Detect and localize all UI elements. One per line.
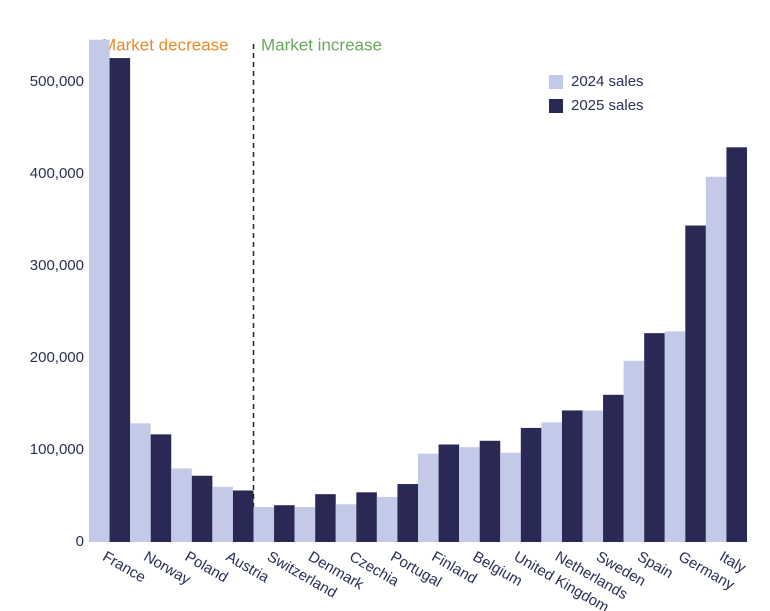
y-tick-label: 200,000 <box>30 349 84 366</box>
y-tick-label: 400,000 <box>30 165 84 182</box>
bar <box>89 39 110 543</box>
bar <box>109 58 131 543</box>
bar <box>130 423 151 542</box>
bar <box>418 453 439 542</box>
bar <box>232 490 254 542</box>
x-tick-label: France <box>100 548 149 586</box>
y-tick-label: 0 <box>76 533 84 550</box>
bar <box>582 410 604 542</box>
bar <box>397 484 418 542</box>
x-tick-label: Austria <box>223 548 272 586</box>
annotation-increase: Market increase <box>261 35 382 54</box>
bar <box>253 507 275 542</box>
y-tick-label: 500,000 <box>30 73 84 90</box>
legend-label: 2025 sales <box>571 97 644 114</box>
bar <box>685 225 706 542</box>
bar <box>212 486 233 542</box>
bar <box>376 496 398 542</box>
bar <box>500 452 521 542</box>
bar <box>150 434 172 542</box>
bar <box>520 427 542 542</box>
bar <box>705 176 727 542</box>
bar <box>171 468 192 542</box>
bar <box>541 422 562 542</box>
bar <box>294 507 316 542</box>
y-tick-label: 100,000 <box>30 441 84 458</box>
bar <box>561 410 583 542</box>
annotation-decrease: Market decrease <box>102 35 229 54</box>
bar <box>315 494 336 542</box>
bar <box>479 440 501 542</box>
bar <box>459 447 480 542</box>
bar <box>356 492 377 542</box>
legend-label: 2024 sales <box>571 73 644 90</box>
legend-swatch <box>549 99 563 113</box>
bar <box>438 444 460 542</box>
y-tick-label: 300,000 <box>30 257 84 274</box>
bar <box>623 360 645 542</box>
bar <box>644 333 665 542</box>
bar <box>664 331 686 542</box>
bar <box>726 147 747 542</box>
bar <box>274 505 295 542</box>
legend-swatch <box>549 75 563 89</box>
bar <box>191 475 213 542</box>
bar <box>603 394 624 542</box>
bar <box>335 504 357 542</box>
